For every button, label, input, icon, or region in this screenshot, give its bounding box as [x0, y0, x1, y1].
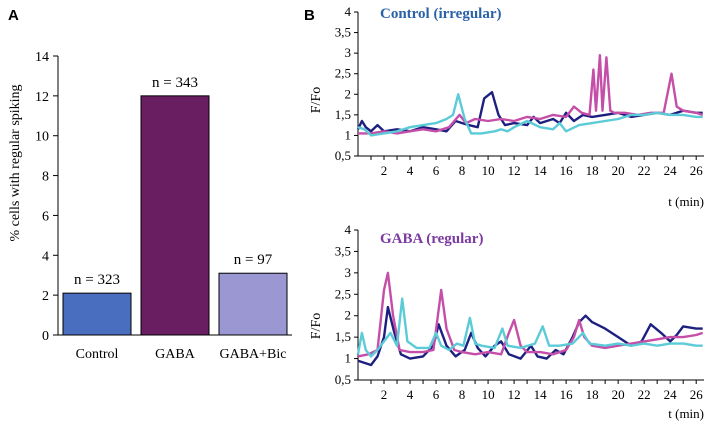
gaba-trace-y-tick-label: 3,5 [335, 243, 351, 258]
gaba-trace-y-tick-label: 4 [345, 222, 352, 237]
control-trace-y-tick-label: 2 [345, 86, 352, 101]
control-trace-series-1 [356, 91, 703, 133]
control-trace-y-tick-label: 1 [345, 127, 352, 142]
gaba-trace-y-tick-label: 3 [345, 265, 352, 280]
gaba-trace-x-tick-label: 2 [381, 387, 388, 402]
bar-chart-y-tick-label: 2 [42, 289, 49, 304]
control-trace-x-tick-label: 8 [459, 163, 466, 178]
control-trace-y-axis-title: F/Fo [309, 87, 324, 113]
bar-chart-y-tick-label: 0 [42, 329, 49, 344]
gaba-trace-y-tick-label: 0,5 [335, 372, 351, 387]
control-trace-chart: Control (irregular) F/Fo t (min) 0,5 1 1,5… [309, 4, 704, 209]
gaba-trace-x-tick-label: 8 [459, 387, 466, 402]
control-trace-y-tick-label: 3 [345, 45, 352, 60]
control-trace-y-tick-label: 4 [345, 4, 352, 19]
bar-chart-y-tick-label: 14 [35, 50, 49, 65]
control-trace-y-tick-label: 2,5 [335, 66, 351, 81]
gaba-trace-x-tick-label: 20 [612, 387, 625, 402]
bar-chart-bars: n = 323 n = 343 n = 97 [62, 75, 288, 336]
control-trace-x-axis-title: t (min) [668, 194, 704, 209]
gaba-trace-series-3 [356, 297, 703, 358]
control-trace-series-3 [357, 93, 703, 137]
control-trace-x-tick-label: 12 [508, 163, 521, 178]
bar-chart-x-labels: Control GABA GABA+Bic [76, 347, 287, 362]
control-trace-x-tick-label: 20 [612, 163, 625, 178]
gaba-trace-x-tick-label: 14 [534, 387, 548, 402]
gaba-trace-y-tick-label: 1,5 [335, 329, 351, 344]
control-trace-x-tick-label: 18 [586, 163, 599, 178]
control-trace-title: Control (irregular) [380, 6, 502, 22]
bar-chart-x-tick-label: Control [76, 347, 119, 362]
bar-data-label: n = 323 [74, 272, 120, 288]
panel-label-b: B [304, 7, 315, 24]
control-trace-x-tick-label: 14 [534, 163, 548, 178]
control-trace-x-tick-label: 6 [433, 163, 440, 178]
bar-chart-y-tick-label: 6 [42, 209, 49, 224]
gaba-trace-x-tick-label: 10 [482, 387, 495, 402]
gaba-trace-series-1 [357, 305, 703, 367]
bar-chart-x-tick-label: GABA+Bic [219, 347, 286, 362]
bar-chart-x-tick-label: GABA [155, 347, 196, 362]
bar-gaba-bic [218, 272, 288, 336]
gaba-trace-y-tick-label: 2,5 [335, 286, 351, 301]
gaba-trace-x-tick-label: 18 [586, 387, 599, 402]
control-trace-x-tick-label: 4 [407, 163, 414, 178]
bar-chart: % cells with regular spiking 0 2 4 6 8 10 12 14… [8, 50, 292, 362]
bar-gaba [140, 95, 210, 336]
control-trace-x-tick-label: 24 [664, 163, 678, 178]
bar-chart-y-axis-title: % cells with regular spiking [8, 84, 23, 241]
control-trace-x-tick-label: 2 [381, 163, 388, 178]
control-trace-x-tick-label: 10 [482, 163, 495, 178]
bar-chart-y-tick-label: 12 [35, 90, 49, 105]
gaba-trace-y-axis-title: F/Fo [309, 313, 324, 339]
bar-chart-y-ticks: 0 2 4 6 8 10 12 14 [35, 50, 58, 344]
control-trace-y-tick-label: 3,5 [335, 25, 351, 40]
gaba-trace-x-tick-label: 4 [407, 387, 414, 402]
bar-chart-y-tick-label: 4 [42, 249, 49, 264]
control-trace-x-tick-label: 16 [560, 163, 574, 178]
control-trace-y-tick-label: 1,5 [335, 107, 351, 122]
control-trace-x-tick-label: 26 [690, 163, 704, 178]
gaba-trace-title: GABA (regular) [380, 231, 483, 247]
gaba-trace-x-tick-label: 16 [560, 387, 574, 402]
bar-data-label: n = 97 [234, 252, 273, 268]
control-trace-x-tick-label: 22 [638, 163, 651, 178]
bar-chart-y-tick-label: 8 [42, 170, 49, 185]
gaba-trace-y-tick-label: 1 [345, 351, 352, 366]
control-trace-y-tick-label: 0,5 [335, 148, 351, 163]
gaba-trace-x-tick-label: 26 [690, 387, 704, 402]
gaba-trace-x-tick-label: 12 [508, 387, 521, 402]
bar-data-label: n = 343 [152, 75, 198, 91]
gaba-trace-chart: GABA (regular) F/Fo t (min) 0,5 1 1,5 2 2,5 3… [309, 222, 704, 421]
gaba-trace-y-tick-label: 2 [345, 308, 352, 323]
gaba-trace-x-axis-title: t (min) [668, 406, 704, 421]
gaba-trace-x-tick-label: 24 [664, 387, 678, 402]
bar-chart-y-tick-label: 10 [35, 130, 49, 145]
gaba-trace-x-tick-label: 22 [638, 387, 651, 402]
panel-label-a: A [8, 7, 19, 24]
gaba-trace-x-tick-label: 6 [433, 387, 440, 402]
bar-control [62, 292, 132, 336]
gaba-trace-series-2 [357, 271, 704, 358]
